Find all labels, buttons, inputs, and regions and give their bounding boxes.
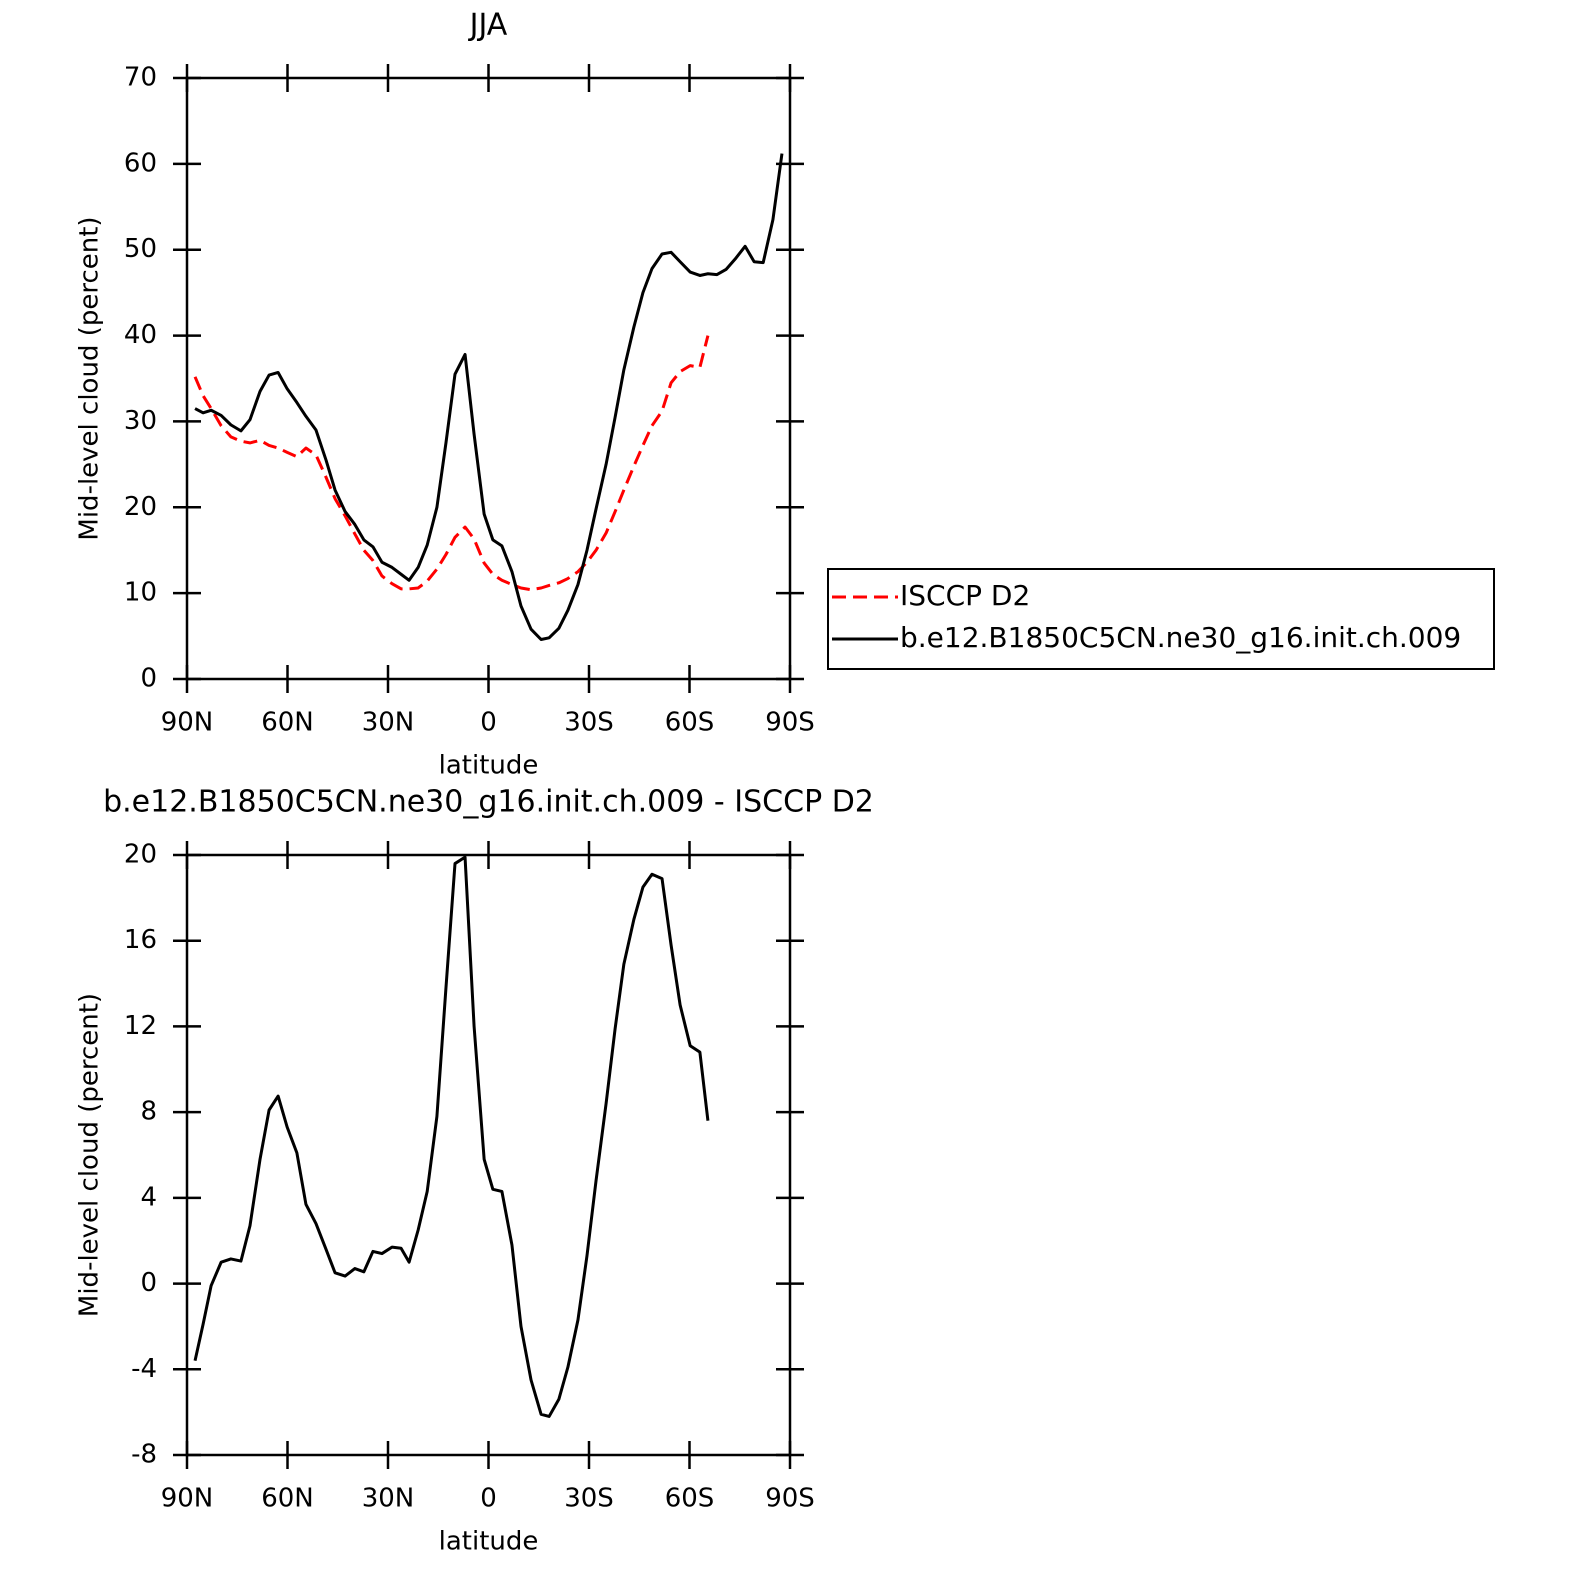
y-tick-label: 20 bbox=[124, 492, 157, 522]
y-axis-label: Mid-level cloud (percent) bbox=[75, 993, 105, 1317]
y-tick-label: 50 bbox=[124, 234, 157, 264]
y-tick-label: 40 bbox=[124, 320, 157, 350]
x-tick-label: 90N bbox=[161, 708, 214, 738]
x-tick-label: 90N bbox=[161, 1484, 214, 1514]
x-tick-label: 60N bbox=[261, 708, 314, 738]
y-tick-label: 60 bbox=[124, 148, 157, 178]
chart-title: JJA bbox=[468, 8, 508, 43]
legend-label: ISCCP D2 bbox=[900, 579, 1030, 612]
x-axis-label: latitude bbox=[439, 751, 539, 781]
line bbox=[194, 153, 784, 642]
y-tick-label: 20 bbox=[124, 840, 157, 870]
line bbox=[193, 855, 710, 1418]
line bbox=[193, 335, 710, 592]
x-tick-label: 30N bbox=[362, 1484, 415, 1514]
y-tick-label: -4 bbox=[131, 1354, 157, 1384]
x-tick-label: 90S bbox=[765, 1484, 815, 1514]
plot-frame bbox=[185, 76, 792, 681]
x-tick-label: 60S bbox=[665, 1484, 715, 1514]
x-tick-label: 30N bbox=[362, 708, 415, 738]
x-tick-label: 30S bbox=[564, 708, 614, 738]
y-tick-label: 30 bbox=[124, 406, 157, 436]
legend-label: b.e12.B1850C5CN.ne30_g16.init.ch.009 bbox=[900, 621, 1461, 654]
legend-box bbox=[827, 568, 1495, 670]
y-tick-label: 16 bbox=[124, 925, 157, 955]
x-tick-label: 0 bbox=[480, 1484, 497, 1514]
y-axis-label: Mid-level cloud (percent) bbox=[75, 216, 105, 540]
x-tick-label: 90S bbox=[765, 708, 815, 738]
x-tick-label: 60N bbox=[261, 1484, 314, 1514]
plot-frame bbox=[185, 853, 792, 1457]
chart-title: b.e12.B1850C5CN.ne30_g16.init.ch.009 - I… bbox=[103, 785, 874, 820]
x-tick-label: 0 bbox=[480, 708, 497, 738]
x-axis-label: latitude bbox=[439, 1527, 539, 1557]
y-tick-label: 70 bbox=[124, 63, 157, 93]
y-tick-label: 10 bbox=[124, 578, 157, 608]
y-tick-label: 0 bbox=[140, 1268, 157, 1298]
y-tick-label: 12 bbox=[124, 1011, 157, 1041]
y-tick-label: 8 bbox=[140, 1097, 157, 1127]
y-tick-label: 4 bbox=[140, 1182, 157, 1212]
y-tick-label: -8 bbox=[131, 1440, 157, 1470]
x-tick-label: 60S bbox=[665, 708, 715, 738]
y-tick-label: 0 bbox=[140, 664, 157, 694]
x-tick-label: 30S bbox=[564, 1484, 614, 1514]
